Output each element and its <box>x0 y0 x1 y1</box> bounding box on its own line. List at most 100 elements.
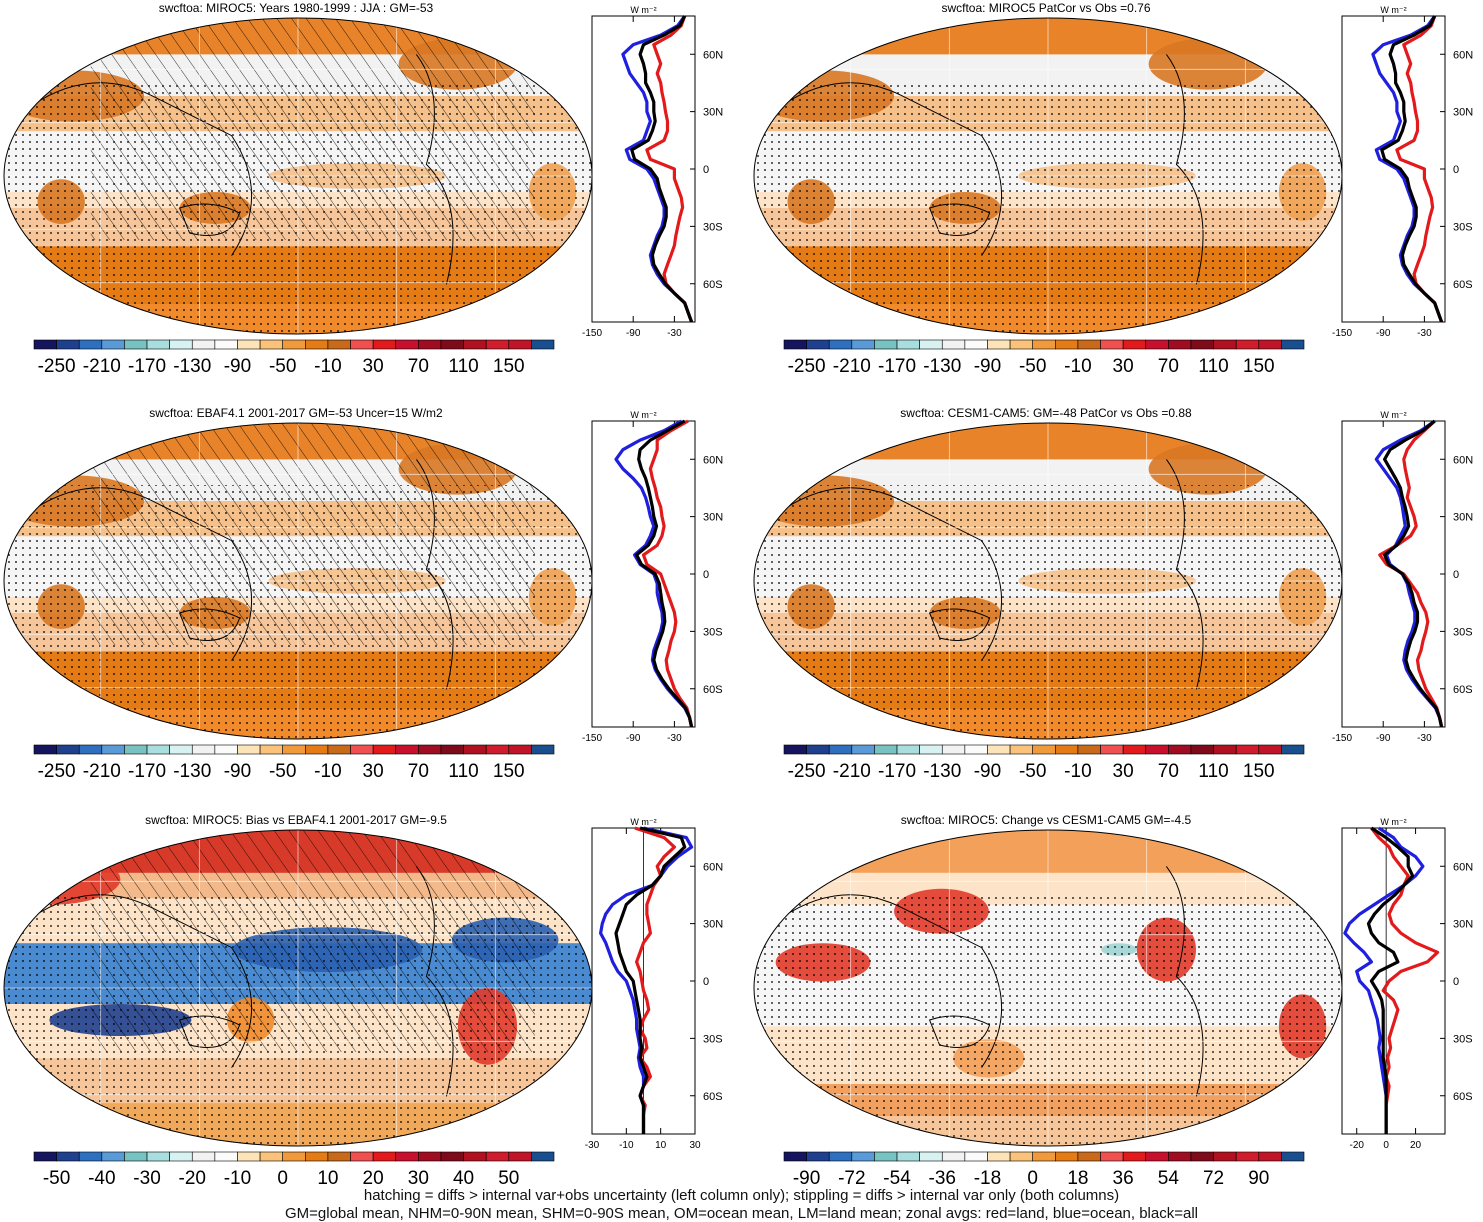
colorbar-tick-label: -210 <box>833 356 871 377</box>
colorbar-tick-label: -10 <box>314 761 341 782</box>
colorbar-tick-label: -130 <box>923 356 961 377</box>
x-tick-label: -90 <box>626 328 641 339</box>
colorbar-swatch <box>896 339 920 350</box>
colorbar-swatch <box>282 339 306 350</box>
colorbar-swatch <box>531 1151 555 1162</box>
colorbar-tick-label: -210 <box>833 761 871 782</box>
x-tick-label: -90 <box>1376 328 1391 339</box>
colorbar-swatch <box>78 744 103 755</box>
colorbar-tick-label: 110 <box>448 356 478 377</box>
lat-tick-label: 0 <box>703 164 709 176</box>
footnote-legend: GM=global mean, NHM=0-90N mean, SHM=0-90… <box>284 1205 1198 1222</box>
colorbar-swatch <box>463 339 487 350</box>
colorbar-swatch <box>806 339 830 350</box>
zonal-series-all <box>1366 826 1415 1134</box>
lat-tick-label: 30N <box>1453 107 1473 119</box>
lat-tick-label: 30N <box>703 512 723 524</box>
colorbar-swatch <box>896 744 920 755</box>
colorbar-swatch <box>259 339 283 350</box>
zonal-frame <box>1341 420 1446 728</box>
panel-2: swcftoa: MIROC5 PatCor vs Obs =0.76 W m⁻²… <box>753 1 1473 377</box>
zonal-series-all <box>614 826 687 1134</box>
colorbar-swatch <box>1100 339 1124 350</box>
x-tick-label: -90 <box>626 733 641 744</box>
x-tick-label: -150 <box>1332 328 1352 339</box>
colorbar-swatch <box>124 339 148 350</box>
colorbar-swatch <box>1168 744 1192 755</box>
colorbar-swatch <box>851 339 875 350</box>
zonal-series-ocean <box>621 15 694 323</box>
colorbar-swatch <box>485 744 510 755</box>
colorbar-tick-label: -10 <box>224 1168 251 1189</box>
colorbar-tick-label: 150 <box>493 761 525 782</box>
colorbar-tick-label: -36 <box>929 1168 956 1189</box>
colorbar-swatch <box>418 1151 442 1162</box>
colorbar-swatch <box>33 1151 57 1162</box>
colorbar-tick-label: -90 <box>224 356 251 377</box>
zonal-unit-label: W m⁻² <box>630 410 656 420</box>
colorbar-tick-label: 72 <box>1203 1168 1224 1189</box>
hatching-overlay <box>90 18 535 240</box>
zonal-unit-label: W m⁻² <box>1380 5 1406 15</box>
map-field <box>754 18 1342 334</box>
colorbar-tick-label: -170 <box>128 356 166 377</box>
colorbar-tick-label: -10 <box>314 356 341 377</box>
colorbar-tick-label: 70 <box>1158 356 1179 377</box>
colorbar-swatch <box>874 1151 898 1162</box>
colorbar-swatch <box>214 744 238 755</box>
colorbar-tick-label: 70 <box>408 356 429 377</box>
x-tick-label: -30 <box>667 328 682 339</box>
colorbar-swatch <box>440 339 464 350</box>
colorbar-swatch <box>463 744 487 755</box>
colorbar-swatch <box>146 339 170 350</box>
colorbar-swatch <box>350 1151 374 1162</box>
colorbar-swatch <box>214 339 238 350</box>
colorbar-tick-label: 110 <box>1198 356 1228 377</box>
zonal-mean-plot: W m⁻² -150 -90 -30 60N 30N 0 30S 60S <box>582 410 723 744</box>
colorbar-swatch <box>101 744 125 755</box>
colorbar-tick-label: -170 <box>128 761 166 782</box>
colorbar-tick-label: 30 <box>363 356 384 377</box>
colorbar-tick-label: -210 <box>83 761 121 782</box>
colorbar-swatch <box>806 1151 830 1162</box>
lat-tick-label: 0 <box>1453 569 1459 581</box>
colorbar-swatch <box>1145 744 1169 755</box>
colorbar-swatch <box>806 744 830 755</box>
colorbar-swatch <box>874 339 898 350</box>
colorbar-swatch <box>350 339 374 350</box>
colorbar-tick-label: -130 <box>923 761 961 782</box>
lat-tick-label: 30S <box>1453 626 1473 638</box>
colorbar-swatch <box>56 339 80 350</box>
panel-5: swcftoa: MIROC5: Bias vs EBAF4.1 2001-20… <box>3 813 723 1189</box>
colorbar-swatch <box>987 744 1011 755</box>
colorbar-tick-label: 40 <box>453 1168 474 1189</box>
lat-tick-label: 0 <box>703 976 709 988</box>
zonal-series-ocean <box>1374 419 1444 728</box>
colorbar-swatch <box>237 339 261 350</box>
colorbar-swatch <box>305 744 329 755</box>
colorbar-swatch <box>964 744 988 755</box>
colorbar-tick-label: 18 <box>1067 1168 1088 1189</box>
colorbar-tick-label: -10 <box>1064 761 1091 782</box>
colorbar-swatch <box>327 744 351 755</box>
colorbar-swatch <box>987 1151 1011 1162</box>
colorbar-swatch <box>372 1151 397 1162</box>
x-tick-label: -30 <box>667 733 682 744</box>
colorbar-swatch <box>237 1151 261 1162</box>
colorbar-swatch <box>1190 1151 1214 1162</box>
zonal-frame <box>1341 827 1446 1135</box>
colorbar-swatch <box>214 1151 238 1162</box>
lat-tick-label: 60S <box>1453 279 1473 291</box>
colorbar-swatch <box>440 744 464 755</box>
colorbar-swatch <box>1258 744 1282 755</box>
colorbar-tick-label: -40 <box>88 1168 115 1189</box>
zonal-series-all <box>1382 419 1444 728</box>
lat-tick-label: 30N <box>1453 919 1473 931</box>
colorbar-tick-label: 30 <box>363 761 384 782</box>
colorbar-swatch <box>828 1151 853 1162</box>
colorbar-tick-label: -170 <box>878 356 916 377</box>
colorbar-swatch <box>78 1151 103 1162</box>
colorbar-swatch <box>191 339 216 350</box>
zonal-mean-plot: W m⁻² -30 -10 10 30 60N 30N 0 30S 60S <box>585 817 723 1151</box>
lat-tick-label: 60N <box>1453 454 1473 466</box>
